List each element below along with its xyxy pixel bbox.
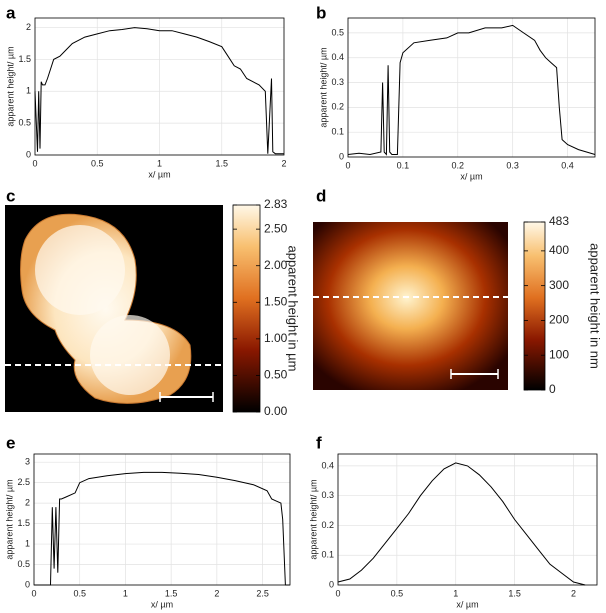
plot-area xyxy=(34,454,290,585)
colorbar-tick-label: 300 xyxy=(549,278,569,292)
y-axis-label: apparent height/ µm xyxy=(5,46,15,126)
y-tick-label: 1 xyxy=(26,86,31,96)
x-axis-label: x/ µm xyxy=(460,171,482,181)
colorbar-tick-label: 2.00 xyxy=(264,258,288,272)
x-tick-label: 1.5 xyxy=(215,158,228,168)
x-axis-label: x/ µm xyxy=(148,169,170,179)
x-tick-label: 1.5 xyxy=(508,588,521,598)
plot-area xyxy=(338,454,597,585)
y-tick-label: 0.3 xyxy=(331,77,344,87)
y-tick-label: 0 xyxy=(25,579,30,589)
x-tick-label: 1 xyxy=(123,588,128,598)
y-tick-label: 0.3 xyxy=(321,490,334,500)
profile-line xyxy=(337,462,586,586)
profile-line xyxy=(347,24,596,156)
colorbar-tick-label: 0.50 xyxy=(264,368,288,382)
axes-frame xyxy=(337,453,598,586)
profile-line xyxy=(34,471,290,586)
y-axis-label: apparent height/ µm xyxy=(4,479,14,559)
colorbar-label: apparent height in µm xyxy=(286,245,301,371)
panel-letter: d xyxy=(316,186,326,205)
x-tick-label: 0 xyxy=(32,158,37,168)
x-tick-label: 2.5 xyxy=(256,588,269,598)
profile-line xyxy=(34,27,284,155)
y-tick-label: 1.5 xyxy=(18,54,31,64)
colorbar-c xyxy=(232,204,261,413)
colorbar-tick-label: 200 xyxy=(549,313,569,327)
panel-letter: c xyxy=(6,186,15,205)
panel-letter: b xyxy=(316,3,326,22)
x-tick-label: 0.3 xyxy=(506,160,519,170)
x-tick-label: 1 xyxy=(157,158,162,168)
x-tick-label: 2 xyxy=(571,588,576,598)
y-tick-label: 0.2 xyxy=(331,102,344,112)
x-tick-label: 1 xyxy=(453,588,458,598)
x-axis-label: x/ µm xyxy=(151,599,173,609)
y-tick-label: 0.4 xyxy=(331,52,344,62)
x-tick-label: 0.1 xyxy=(397,160,410,170)
x-tick-label: 0.2 xyxy=(452,160,465,170)
y-tick-label: 2.5 xyxy=(17,477,30,487)
axes-frame xyxy=(34,17,285,156)
y-tick-label: 0.5 xyxy=(18,118,31,128)
panel-letter: e xyxy=(6,433,15,452)
afm-image-c xyxy=(5,205,223,412)
colorbar-tick-label: 1.00 xyxy=(264,331,288,345)
y-tick-label: 0.5 xyxy=(331,27,344,37)
y-tick-label: 0.5 xyxy=(17,559,30,569)
x-tick-label: 0 xyxy=(31,588,36,598)
x-tick-label: 0.5 xyxy=(73,588,86,598)
x-tick-label: 0.5 xyxy=(391,588,404,598)
colorbar-label: apparent height in nm xyxy=(588,243,603,369)
y-tick-label: 2 xyxy=(25,498,30,508)
colorbar-tick-label: 100 xyxy=(549,347,569,361)
y-tick-label: 1 xyxy=(25,538,30,548)
y-tick-label: 0 xyxy=(329,579,334,589)
colorbar-tick-label: 2.50 xyxy=(264,221,288,235)
x-tick-label: 0.4 xyxy=(561,160,574,170)
panel-letter: a xyxy=(6,3,16,22)
axes-frame xyxy=(347,17,596,158)
x-tick-label: 0 xyxy=(335,588,340,598)
colorbar-tick-label: 1.50 xyxy=(264,294,288,308)
afm-image-d xyxy=(313,222,508,390)
axes-frame xyxy=(33,453,291,586)
y-tick-label: 0.1 xyxy=(321,550,334,560)
colorbar-d xyxy=(523,221,546,391)
y-axis-label: apparent height/ µm xyxy=(308,479,318,559)
x-tick-label: 1.5 xyxy=(165,588,178,598)
y-tick-label: 0.2 xyxy=(321,520,334,530)
colorbar-tick-label: 0 xyxy=(549,382,556,396)
panel-letter: f xyxy=(316,433,322,452)
y-axis-label: apparent height/ µm xyxy=(318,47,328,127)
colorbar-tick-label: 483 xyxy=(549,214,569,228)
x-axis-label: x/ µm xyxy=(456,599,478,609)
y-tick-label: 0.4 xyxy=(321,460,334,470)
y-tick-label: 0 xyxy=(26,149,31,159)
y-tick-label: 0.1 xyxy=(331,127,344,137)
x-tick-label: 2 xyxy=(214,588,219,598)
x-tick-label: 0 xyxy=(345,160,350,170)
colorbar-tick-label: 2.83 xyxy=(264,197,288,211)
y-tick-label: 0 xyxy=(339,151,344,161)
colorbar-tick-label: 400 xyxy=(549,243,569,257)
x-tick-label: 2 xyxy=(281,158,286,168)
colorbar-tick-label: 0.00 xyxy=(264,404,288,418)
y-tick-label: 3 xyxy=(25,457,30,467)
y-tick-label: 1.5 xyxy=(17,518,30,528)
y-tick-label: 2 xyxy=(26,22,31,32)
x-tick-label: 0.5 xyxy=(91,158,104,168)
